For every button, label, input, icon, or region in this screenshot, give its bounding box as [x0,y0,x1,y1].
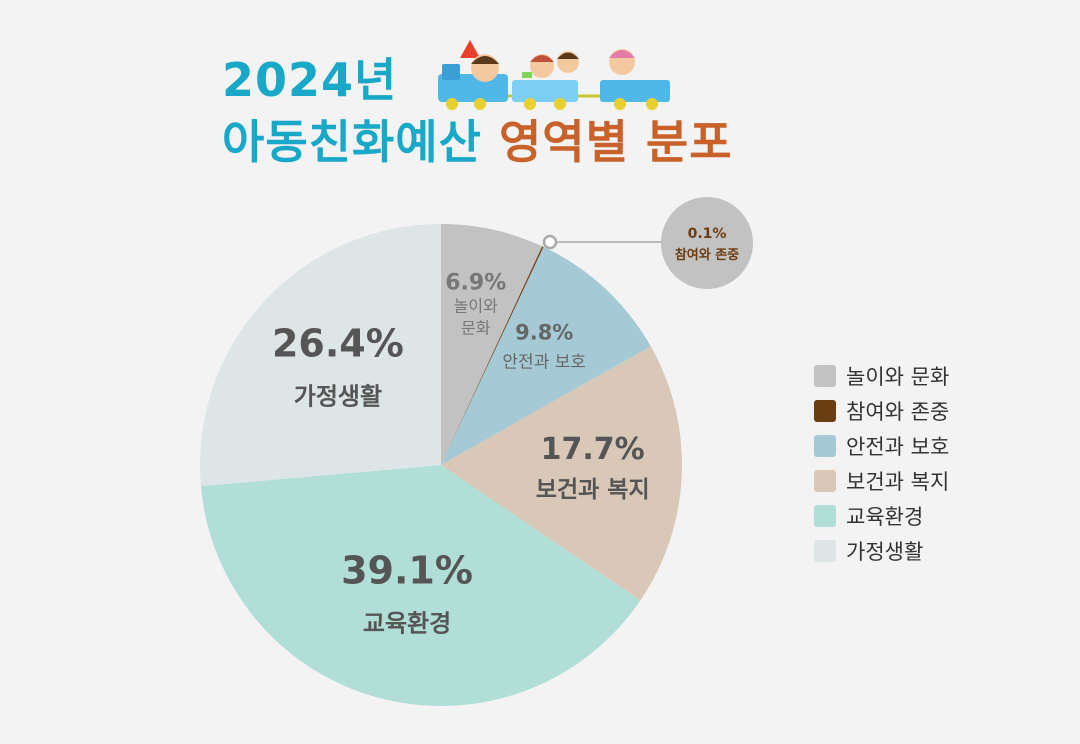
slice-percent-label: 26.4% [272,322,404,366]
train-illustration-icon [438,40,670,110]
pie-slice [200,224,441,487]
legend-swatch [814,364,836,387]
callout-bubble [661,197,753,289]
pie-slice [200,465,641,707]
legend-label: 안전과 보호 [846,434,950,459]
legend-swatch [814,434,836,457]
slice-percent-label: 39.1% [341,549,473,593]
slice-name-label: 가정생활 [294,383,382,411]
legend-label: 놀이와 문화 [846,364,950,389]
slice-percent-label: 0.1% [688,226,727,242]
title-accent-text: 영역별 분포 [498,115,733,169]
legend-label: 가정생활 [846,539,924,564]
legend-label: 교육환경 [846,504,924,529]
legend-item: 참여와 존중 [814,393,949,428]
slice-name-label: 교육환경 [363,610,451,638]
legend-item: 가정생활 [814,533,949,568]
legend-item: 놀이와 문화 [814,358,949,393]
title-year: 2024년 [222,53,398,107]
callout-dot [542,234,558,250]
chart-title: 2024년 아동친화예산 영역별 분포 [222,50,733,174]
slice-name-label: 놀이와 [454,296,498,315]
pie-slice [441,346,682,601]
legend-item: 보건과 복지 [814,463,949,498]
legend-item: 안전과 보호 [814,428,949,463]
legend-item: 교육환경 [814,498,949,533]
legend-swatch [814,539,836,562]
legend-swatch [814,504,836,527]
slice-percent-label: 9.8% [515,321,573,345]
slice-name-label: 문화 [461,318,491,337]
legend-swatch [814,469,836,492]
pie-slice [441,246,651,465]
slice-percent-label: 6.9% [445,270,506,295]
slice-name-label: 안전과 보호 [502,353,586,373]
title-main-text: 아동친화예산 [222,115,482,169]
slice-name-label: 참여와 존중 [675,247,739,263]
slice-percent-label: 17.7% [541,432,645,467]
legend-label: 보건과 복지 [846,469,950,494]
title-main: 아동친화예산 영역별 분포 [222,110,733,174]
pie-slice [441,246,544,465]
legend-label: 참여와 존중 [846,399,950,424]
legend-swatch [814,399,836,422]
slice-name-label: 보건과 복지 [536,477,650,503]
pie-slice [441,224,543,465]
